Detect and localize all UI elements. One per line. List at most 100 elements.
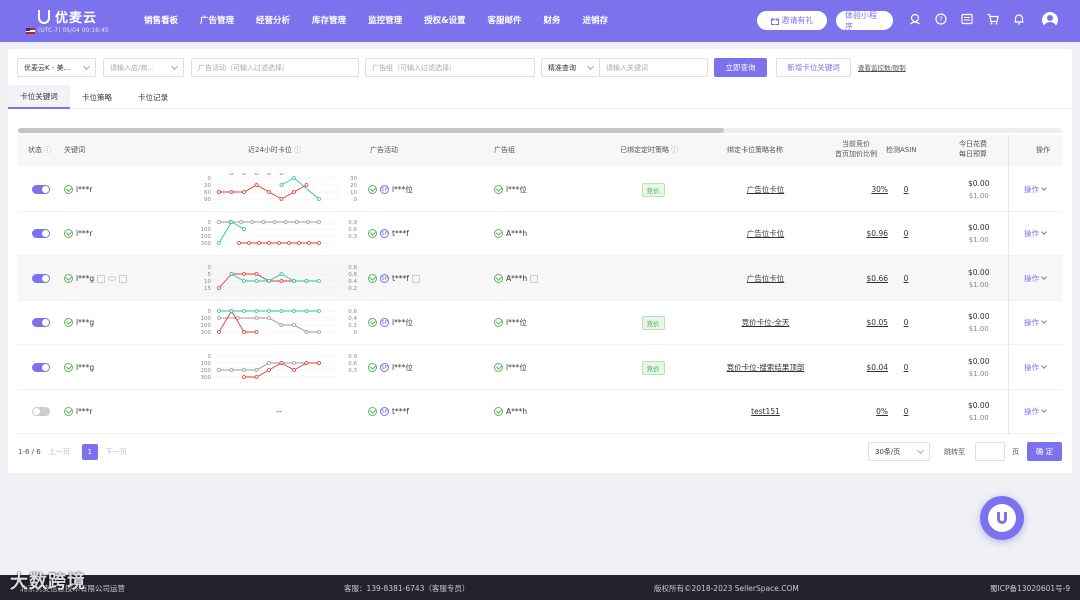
nav-item-erp[interactable]: 进销存 bbox=[582, 16, 609, 26]
bid-value[interactable]: 0% bbox=[876, 407, 888, 416]
campaign-text[interactable]: t***f bbox=[392, 229, 409, 238]
message-icon[interactable] bbox=[960, 12, 974, 26]
invite-button[interactable]: 邀请有礼 bbox=[757, 11, 827, 30]
op-dropdown[interactable]: 操作 bbox=[1024, 317, 1047, 328]
strategy-name-link[interactable]: 广告位卡位 bbox=[746, 274, 785, 283]
view-icon[interactable] bbox=[108, 276, 117, 281]
strategy-name-cell: 广告位卡位 bbox=[698, 256, 833, 301]
shop-input[interactable]: 请输入店/商... bbox=[103, 58, 184, 77]
mini-program-button[interactable]: 体验小程序 bbox=[836, 11, 893, 31]
add-keyword-button[interactable]: 新增卡位关键词 bbox=[776, 58, 851, 77]
op-dropdown[interactable]: 操作 bbox=[1024, 362, 1047, 373]
copy-icon[interactable] bbox=[97, 274, 106, 283]
strategy-name-link[interactable]: 广告位卡位 bbox=[746, 185, 785, 194]
page-size-select[interactable]: 30条/页 bbox=[868, 442, 930, 461]
group-text[interactable]: l***位 bbox=[506, 363, 527, 372]
group-filter-input[interactable]: 广告组（可输入过滤选择） bbox=[365, 58, 535, 77]
bid-value[interactable]: $0.04 bbox=[866, 363, 888, 372]
query-button[interactable]: 立即查询 bbox=[714, 58, 767, 77]
tab-keywords[interactable]: 卡位关键词 bbox=[8, 85, 70, 109]
nav-item-ads[interactable]: 广告管理 bbox=[200, 16, 235, 26]
group-text[interactable]: l***位 bbox=[506, 185, 527, 194]
asin-cell: 0 bbox=[898, 300, 914, 345]
edit-icon[interactable] bbox=[119, 274, 128, 283]
status-toggle[interactable] bbox=[32, 274, 50, 283]
campaign-text[interactable]: l***位 bbox=[392, 185, 413, 194]
monitor-limit-link[interactable]: 查看监控数/限制 bbox=[858, 64, 906, 72]
group-text[interactable]: A***h bbox=[506, 407, 528, 416]
asin-count[interactable]: 0 bbox=[903, 229, 909, 238]
campaign-text[interactable]: l***位 bbox=[392, 363, 413, 372]
nav-item-monitor[interactable]: 监控管理 bbox=[368, 16, 403, 26]
shop-select[interactable]: 优麦云K - 美... bbox=[17, 58, 96, 77]
cost-stack: $0.00 $1.00 bbox=[968, 179, 989, 200]
strategy-name-link[interactable]: test151 bbox=[751, 407, 780, 416]
table-row: l***g 0 5 10 15 0.8 0.6 0.4 0.2 SP t***f A***h 广告位卡位… bbox=[18, 256, 1062, 301]
copy-icon[interactable] bbox=[411, 274, 420, 283]
bid-value[interactable]: $0.96 bbox=[866, 229, 888, 238]
op-dropdown[interactable]: 操作 bbox=[1024, 406, 1047, 417]
nav-item-mail[interactable]: 客服邮件 bbox=[487, 16, 522, 26]
user-avatar[interactable] bbox=[1042, 12, 1058, 28]
cost-cell: $0.00 $1.00 bbox=[968, 389, 989, 434]
jump-page-input[interactable] bbox=[975, 442, 1005, 461]
nav-item-inventory[interactable]: 库存管理 bbox=[312, 16, 347, 26]
asin-count[interactable]: 0 bbox=[903, 274, 909, 283]
y-axis-tick-label: 300 bbox=[201, 330, 212, 336]
strategy-name-link[interactable]: 竞价卡位-搜索结果顶部 bbox=[726, 363, 805, 372]
confirm-jump-button[interactable]: 确 定 bbox=[1027, 442, 1062, 461]
nav-item-auth[interactable]: 授权&设置 bbox=[424, 16, 466, 26]
group-text[interactable]: l***位 bbox=[506, 318, 527, 327]
status-toggle[interactable] bbox=[32, 318, 50, 327]
tab-strategy[interactable]: 卡位策略 bbox=[82, 92, 112, 102]
teal-series-point bbox=[279, 308, 284, 313]
bid-value[interactable]: $0.05 bbox=[866, 318, 888, 327]
match-type-select[interactable]: 精准查询 bbox=[541, 58, 600, 77]
nav-item-finance[interactable]: 财务 bbox=[543, 16, 561, 26]
asin-count[interactable]: 0 bbox=[903, 185, 909, 194]
nav-item-analysis[interactable]: 经营分析 bbox=[256, 16, 291, 26]
campaign-text[interactable]: t***f bbox=[392, 407, 409, 416]
support-icon[interactable] bbox=[908, 12, 922, 26]
status-toggle[interactable] bbox=[32, 407, 50, 416]
op-dropdown[interactable]: 操作 bbox=[1024, 228, 1047, 239]
trend-cell: -- bbox=[194, 389, 364, 434]
status-toggle[interactable] bbox=[32, 185, 50, 194]
pager-prev[interactable]: 上一页 bbox=[48, 448, 70, 456]
asin-count[interactable]: 0 bbox=[903, 407, 909, 416]
nav-item-sales[interactable]: 销售看板 bbox=[144, 16, 179, 26]
red-series-point bbox=[287, 240, 291, 245]
asin-count[interactable]: 0 bbox=[903, 363, 909, 372]
bid-value[interactable]: $0.66 bbox=[866, 274, 888, 283]
bid-value[interactable]: 30% bbox=[871, 185, 888, 194]
status-toggle[interactable] bbox=[32, 229, 50, 238]
chevron-down-icon bbox=[1041, 318, 1047, 324]
pager-next[interactable]: 下一页 bbox=[105, 448, 127, 456]
red-series-point bbox=[217, 329, 221, 334]
scrollbar-thumb[interactable] bbox=[18, 128, 724, 133]
campaign-text[interactable]: t***f bbox=[392, 274, 409, 283]
bell-icon[interactable] bbox=[1012, 12, 1026, 26]
gray-series-point bbox=[242, 367, 246, 372]
app-logo[interactable]: 优麦云 bbox=[38, 7, 97, 26]
strategy-name-link[interactable]: 竞价卡位-全天 bbox=[741, 318, 790, 327]
campaign-filter-input[interactable]: 广告活动（可输入过滤选择） bbox=[191, 58, 359, 77]
group-text[interactable]: A***h bbox=[506, 274, 528, 283]
group-text[interactable]: A***h bbox=[506, 229, 528, 238]
horizontal-scrollbar[interactable] bbox=[18, 128, 1062, 133]
assistant-fab[interactable] bbox=[980, 496, 1024, 540]
op-dropdown[interactable]: 操作 bbox=[1024, 184, 1047, 195]
status-toggle[interactable] bbox=[32, 363, 50, 372]
keyword-input[interactable]: 请输入关键词 bbox=[599, 58, 708, 77]
asin-count[interactable]: 0 bbox=[903, 318, 909, 327]
tab-records[interactable]: 卡位记录 bbox=[138, 92, 168, 102]
cart-icon[interactable] bbox=[986, 12, 1000, 26]
strategy-name-link[interactable]: 广告位卡位 bbox=[746, 229, 785, 238]
help-icon[interactable]: ? bbox=[934, 12, 948, 26]
campaign-text[interactable]: l***位 bbox=[392, 318, 413, 327]
pager-current-page[interactable]: 1 bbox=[81, 444, 98, 460]
red-series-point bbox=[267, 240, 271, 245]
copy-icon[interactable] bbox=[530, 274, 539, 283]
op-dropdown[interactable]: 操作 bbox=[1024, 273, 1047, 284]
